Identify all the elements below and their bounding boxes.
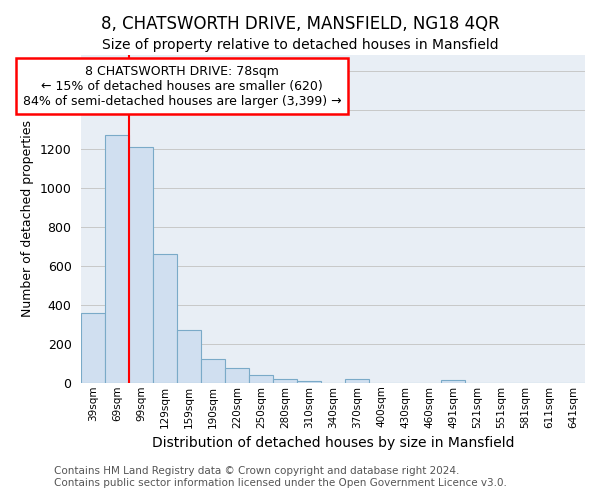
Bar — [297, 381, 321, 383]
Bar — [225, 368, 249, 383]
Text: 8, CHATSWORTH DRIVE, MANSFIELD, NG18 4QR: 8, CHATSWORTH DRIVE, MANSFIELD, NG18 4QR — [101, 15, 499, 33]
Bar — [177, 330, 201, 383]
Text: Size of property relative to detached houses in Mansfield: Size of property relative to detached ho… — [101, 38, 499, 52]
Bar — [105, 135, 129, 383]
Bar — [249, 375, 273, 383]
Bar — [82, 312, 105, 383]
Bar — [153, 254, 177, 383]
Bar — [345, 379, 369, 383]
Text: 8 CHATSWORTH DRIVE: 78sqm
← 15% of detached houses are smaller (620)
84% of semi: 8 CHATSWORTH DRIVE: 78sqm ← 15% of detac… — [23, 64, 341, 108]
Bar — [273, 379, 297, 383]
Y-axis label: Number of detached properties: Number of detached properties — [21, 120, 34, 318]
X-axis label: Distribution of detached houses by size in Mansfield: Distribution of detached houses by size … — [152, 436, 514, 450]
Bar — [129, 146, 153, 383]
Bar — [441, 380, 465, 383]
Bar — [201, 360, 225, 383]
Text: Contains HM Land Registry data © Crown copyright and database right 2024.
Contai: Contains HM Land Registry data © Crown c… — [54, 466, 507, 487]
